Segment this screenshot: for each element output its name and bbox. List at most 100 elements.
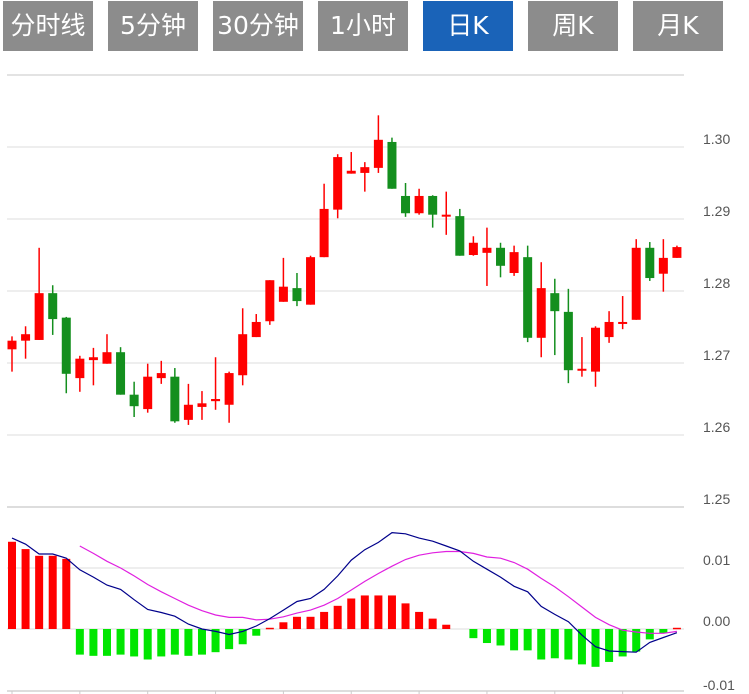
macd-histogram-bar [292, 616, 301, 629]
candle-body [197, 403, 207, 407]
candle-body [645, 247, 655, 279]
candle-body [238, 334, 248, 376]
macd-histogram-bar [496, 629, 505, 646]
macd-histogram-bar [605, 629, 614, 662]
candle-body [278, 286, 288, 302]
macd-histogram-bar [347, 598, 356, 629]
candle-body [129, 394, 139, 407]
candle-body [306, 257, 316, 305]
macd-histogram-bar [197, 629, 206, 655]
macd-tick-label: 0.01 [703, 552, 730, 568]
macd-histogram-bar [116, 629, 125, 655]
candle-body [618, 321, 628, 324]
macd-histogram-bar [75, 629, 84, 655]
candle-body [604, 321, 614, 338]
macd-histogram-bar [523, 629, 532, 651]
candle-body [631, 247, 641, 320]
candle-body [523, 257, 533, 338]
candle-body [143, 376, 153, 410]
macd-histogram-bar [672, 627, 681, 630]
macd-histogram-bar [252, 629, 261, 636]
candle-body [563, 311, 573, 371]
macd-tick-label: -0.01 [703, 677, 735, 693]
candle-body [292, 288, 302, 302]
candle-body [251, 321, 261, 338]
macd-histogram-bar [211, 629, 220, 653]
macd-histogram-bar [537, 629, 546, 660]
macd-histogram-bar [550, 629, 559, 659]
macd-histogram-bar [238, 629, 247, 645]
macd-histogram-bar [157, 629, 166, 657]
macd-histogram-bar [374, 595, 383, 629]
candle-body [672, 247, 682, 258]
candle-body [441, 214, 451, 217]
macd-histogram-bar [48, 555, 57, 629]
macd-histogram-bar [225, 629, 234, 650]
price-tick-label: 1.28 [703, 275, 730, 291]
macd-histogram-bar [401, 603, 410, 629]
candle-body [156, 373, 166, 379]
candle-body [536, 288, 546, 338]
macd-histogram-bar [387, 595, 396, 629]
candle-body [116, 352, 126, 395]
candle-body [170, 376, 180, 422]
candle-body [387, 141, 397, 189]
price-tick-label: 1.29 [703, 203, 730, 219]
macd-histogram-bar [482, 629, 491, 644]
dea-line [79, 545, 677, 634]
candle-body [48, 293, 58, 320]
macd-histogram-bar [279, 622, 288, 629]
tab-weekly-k[interactable]: 周K [528, 1, 618, 51]
candle-body [224, 373, 234, 405]
macd-histogram-bar [577, 629, 586, 665]
tab-monthly-k[interactable]: 月K [633, 1, 723, 51]
price-tick-label: 1.30 [703, 131, 730, 147]
macd-histogram-bar [62, 558, 71, 629]
macd-histogram-bar [306, 616, 315, 629]
macd-histogram-bar [632, 629, 641, 652]
macd-histogram-bar [428, 618, 437, 629]
macd-histogram-bar [333, 605, 342, 629]
macd-histogram-bar [89, 629, 98, 656]
macd-histogram-bar [170, 629, 179, 655]
candle-body [7, 340, 17, 350]
candle-body [75, 358, 85, 379]
candle-body [183, 404, 193, 420]
macd-histogram-bar [35, 555, 44, 629]
tab-minute-line[interactable]: 分时线 [3, 1, 93, 51]
candle-body [373, 139, 383, 168]
candle-body [577, 368, 587, 371]
candle-body [333, 157, 343, 210]
price-tick-label: 1.27 [703, 347, 730, 363]
candle-body [468, 242, 478, 255]
candle-body [21, 334, 31, 341]
tab-30-minute[interactable]: 30分钟 [213, 1, 303, 51]
macd-histogram-bar [320, 611, 329, 629]
candle-body [265, 280, 275, 322]
candle-body [346, 170, 356, 174]
macd-histogram-bar [265, 627, 274, 630]
candle-body [102, 352, 112, 364]
dif-line [11, 531, 678, 653]
candle-body [88, 357, 98, 361]
candle-body [591, 327, 601, 372]
candle-body [319, 208, 329, 258]
candle-body [455, 216, 465, 256]
candle-body [211, 399, 221, 402]
tab-1-hour[interactable]: 1小时 [318, 1, 408, 51]
candle-body [414, 195, 424, 214]
macd-histogram-bar [564, 629, 573, 660]
candle-body [509, 252, 519, 273]
macd-histogram-bar [510, 629, 519, 651]
tab-daily-k[interactable]: 日K [423, 1, 513, 51]
tab-5-minute[interactable]: 5分钟 [108, 1, 198, 51]
price-tick-label: 1.25 [703, 491, 730, 507]
candle-body [360, 167, 370, 173]
candle-body [401, 195, 411, 214]
macd-histogram-bar [618, 629, 627, 657]
macd-histogram-bar [130, 629, 139, 657]
macd-histogram-bar [102, 629, 111, 656]
candle-body [658, 257, 668, 274]
period-tabs: 分时线 5分钟 30分钟 1小时 日K 周K 月K [0, 0, 749, 52]
